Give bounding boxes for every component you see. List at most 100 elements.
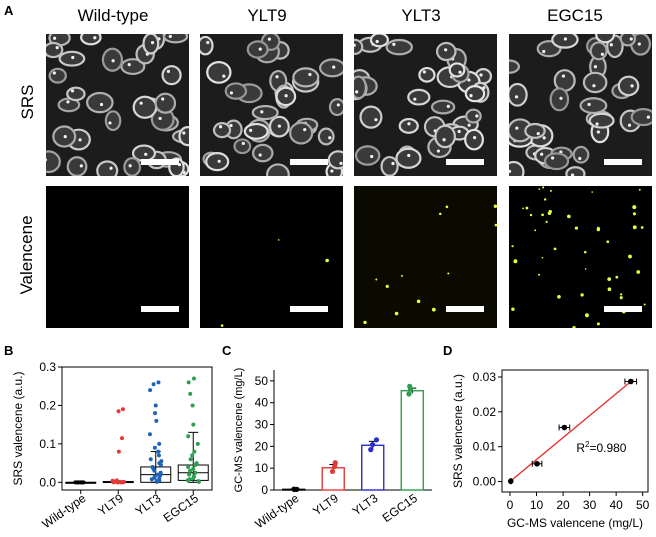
- valencene-spot: [511, 307, 515, 311]
- srs-cells-egc15: [509, 34, 652, 176]
- valencene-spot: [543, 198, 547, 201]
- lipid-droplet: [391, 161, 395, 166]
- data-point: [369, 442, 376, 448]
- cell: [407, 88, 431, 106]
- lipid-droplet: [330, 169, 334, 173]
- valencene-spot: [567, 214, 571, 219]
- cell: [418, 66, 436, 83]
- data-point: [627, 378, 634, 385]
- valencene-spots-ylt3: [363, 204, 497, 325]
- valencene-spot: [632, 212, 637, 216]
- lipid-droplet: [218, 125, 223, 129]
- x-tick-label: Wild-type: [252, 491, 301, 531]
- r-squared-sup: 2: [585, 440, 590, 449]
- cell: [96, 160, 119, 176]
- scale-bar: [604, 306, 642, 312]
- valencene-spot: [572, 325, 576, 328]
- lipid-droplet: [442, 138, 446, 142]
- valencene-spot: [607, 287, 612, 292]
- panel-d-letter: D: [443, 343, 453, 358]
- data-point: [186, 464, 191, 469]
- scatter-srs-vs-gcms: 0.00 0.01 0.02 0.03 0 10 20 30 40 50 GC-MS valence…: [451, 369, 650, 530]
- scale-bar: [290, 159, 328, 165]
- valencene-spot: [375, 278, 378, 281]
- lipid-droplet: [275, 75, 279, 79]
- valencene-spot: [542, 186, 545, 189]
- cell: [132, 95, 158, 119]
- x-tick-label: YLT3: [133, 491, 164, 519]
- cell: [430, 99, 456, 115]
- y-tick-label: 50: [255, 374, 269, 388]
- lipid-droplet: [217, 159, 221, 163]
- cell: [465, 108, 482, 124]
- cell: [154, 92, 177, 114]
- cell: [509, 59, 521, 74]
- lipid-droplet: [559, 96, 563, 100]
- y-tick-label: 0: [261, 483, 268, 497]
- cell: [565, 166, 586, 176]
- lipid-droplet: [332, 65, 336, 69]
- lipid-droplet: [630, 84, 634, 88]
- data-point: [186, 380, 191, 385]
- lipid-droplet: [355, 90, 359, 94]
- cell: [617, 75, 640, 97]
- lipid-droplet: [370, 154, 374, 159]
- valencene-spot: [596, 227, 601, 232]
- cell: [251, 104, 279, 121]
- cell: [251, 143, 274, 163]
- lipid-droplet: [328, 136, 332, 140]
- x-tick-label: YLT9: [95, 491, 126, 519]
- scale-bar: [446, 306, 484, 312]
- cell: [266, 163, 290, 176]
- data-point: [190, 403, 195, 408]
- data-point: [188, 457, 193, 462]
- srs-image-egc15: [509, 34, 652, 176]
- lipid-droplet: [277, 124, 281, 128]
- lipid-droplet: [249, 128, 253, 132]
- valencene-spot: [619, 296, 623, 300]
- scale-bar: [604, 159, 642, 165]
- box-plot-srs-valencene: 0.0 0.1 0.2 0.3 SRS valencene (a.u.) Wild-typ…: [11, 360, 213, 531]
- plot-frame: [61, 366, 213, 491]
- lipid-droplet: [99, 102, 104, 107]
- valencene-spot: [643, 303, 646, 306]
- cell: [123, 157, 142, 176]
- fit-line: [509, 378, 634, 483]
- lipid-droplet: [392, 42, 396, 46]
- cell: [354, 38, 364, 55]
- valencene-image-wild-type: [46, 186, 189, 328]
- srs-cells-ylt9: [200, 34, 343, 176]
- lipid-droplet: [542, 136, 546, 140]
- lipid-droplet: [540, 152, 544, 156]
- lipid-droplet: [467, 78, 471, 82]
- data-point: [157, 441, 162, 446]
- cell: [589, 41, 608, 61]
- data-point: [152, 468, 157, 473]
- cell: [224, 82, 248, 100]
- srs-image-wild-type: [46, 34, 189, 176]
- y-tick-label: 0.02: [473, 405, 497, 419]
- cell: [464, 128, 484, 151]
- data-point: [193, 470, 198, 475]
- y-tick-label: 30: [255, 418, 269, 432]
- valencene-spot: [632, 205, 637, 210]
- data-point: [148, 457, 153, 462]
- x-tick-label: 20: [556, 498, 570, 512]
- lipid-droplet: [139, 101, 143, 105]
- cell: [46, 41, 64, 59]
- valencene-spot: [580, 293, 584, 297]
- data-point: [192, 449, 197, 454]
- valencene-image-ylt3: [354, 186, 497, 328]
- scale-bar: [141, 159, 179, 165]
- lipid-droplet: [479, 73, 483, 77]
- scale-bar: [141, 306, 179, 312]
- panel-c-letter: C: [222, 343, 232, 358]
- cell: [205, 152, 230, 172]
- lipid-droplet: [303, 128, 307, 132]
- cell: [246, 40, 269, 59]
- cell: [369, 34, 389, 48]
- lipid-droplet: [593, 65, 598, 69]
- plot-frame: [501, 369, 649, 493]
- valencene-spot: [439, 212, 442, 216]
- valencene-spot: [574, 226, 578, 230]
